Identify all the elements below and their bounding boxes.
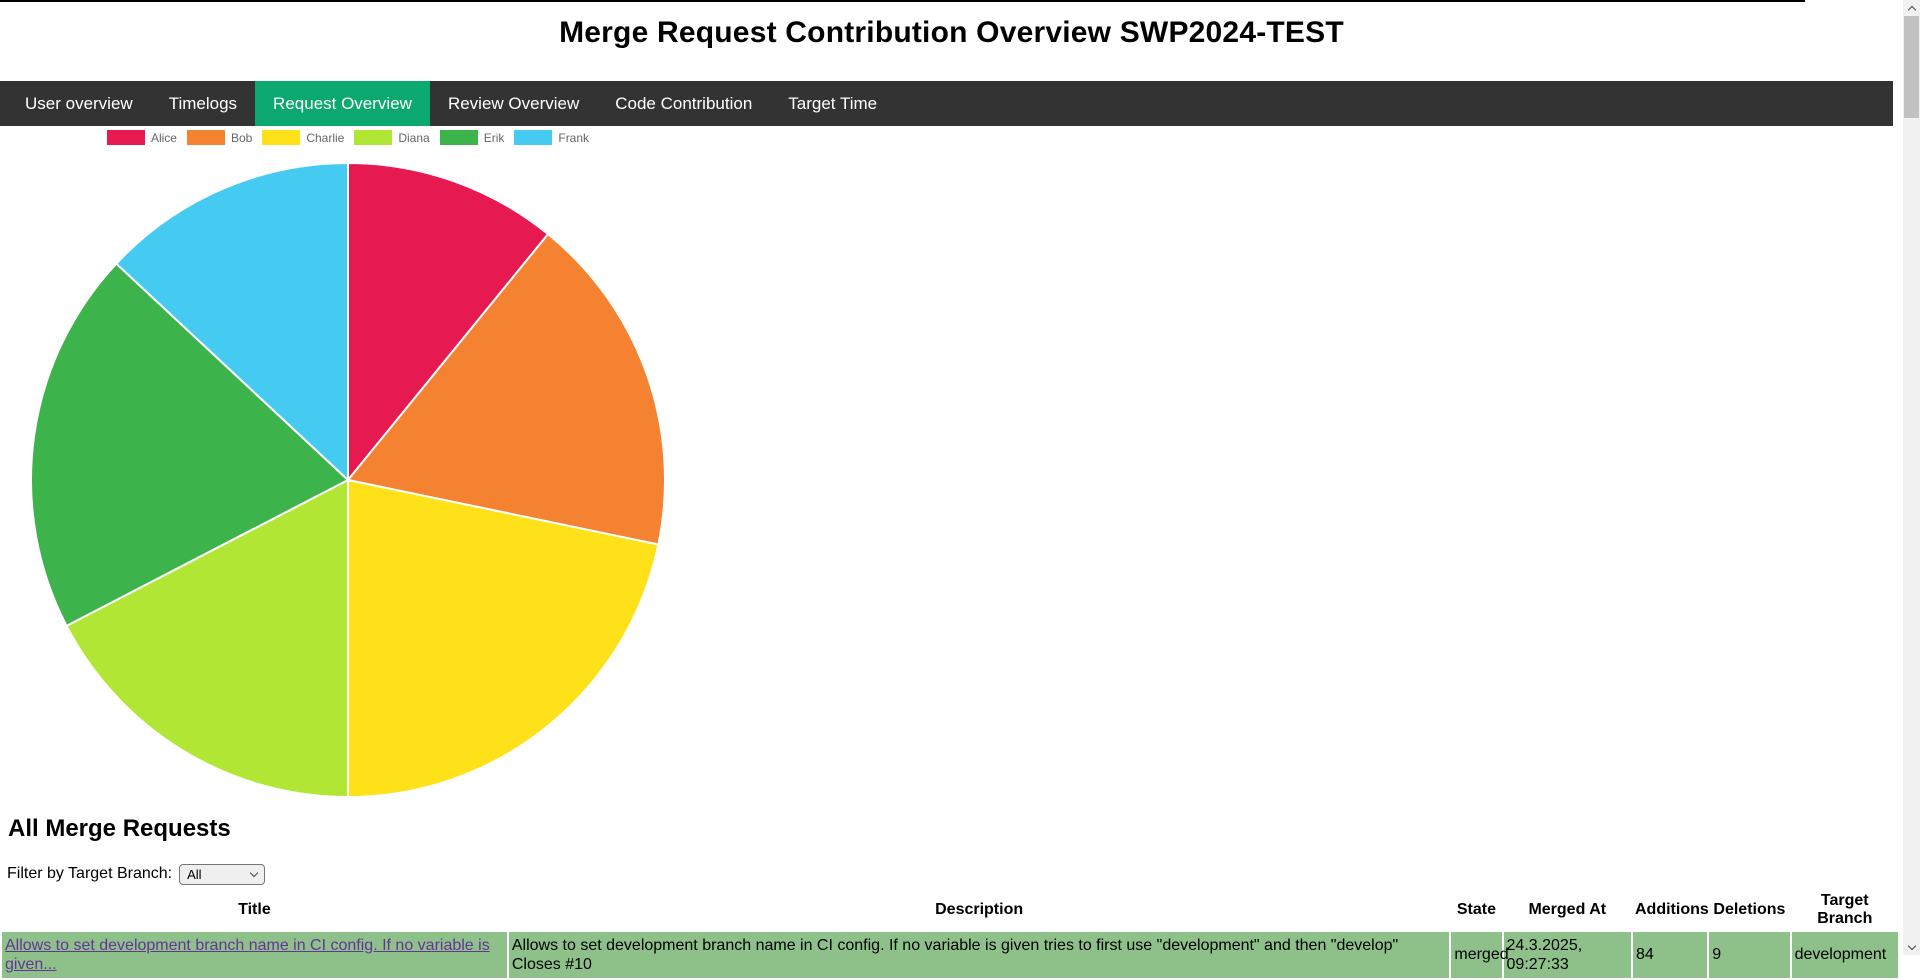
scroll-down-button[interactable]: [1903, 939, 1920, 955]
column-header-title: Title: [238, 900, 271, 918]
pie-slice-charlie[interactable]: [347, 479, 660, 798]
pie-slice-frank[interactable]: [115, 162, 349, 481]
merge-requests-table: Title Description State Merged At Additi…: [0, 888, 1900, 980]
legend-item-erik[interactable]: Erik: [439, 130, 505, 145]
legend-label: Diana: [398, 130, 430, 145]
main-nav: User overview Timelogs Request Overview …: [0, 81, 1893, 126]
table-header-row: Title Description State Merged At Additi…: [2, 890, 1898, 930]
chevron-up-icon: [1907, 5, 1916, 14]
tab-review-overview[interactable]: Review Overview: [447, 93, 580, 113]
tab-target-time[interactable]: Target Time: [788, 93, 878, 113]
legend-label: Charlie: [306, 130, 345, 145]
legend-swatch: [186, 130, 225, 145]
filter-row: Filter by Target Branch: All: [7, 863, 266, 885]
legend-swatch: [514, 130, 553, 145]
pie-slice-erik[interactable]: [30, 262, 349, 627]
legend-label: Frank: [558, 130, 590, 145]
chart-legend: Alice Bob Charlie Diana Erik Frank: [8, 130, 688, 145]
page-title: Merge Request Contribution Overview SWP2…: [559, 16, 1344, 49]
tab-request-overview[interactable]: Request Overview: [255, 81, 430, 126]
pie-slice-diana[interactable]: [65, 479, 349, 798]
legend-swatch: [439, 130, 478, 145]
tab-timelogs[interactable]: Timelogs: [168, 93, 238, 113]
chevron-down-icon: [249, 868, 259, 877]
column-header-merged-at: Merged At: [1528, 900, 1607, 918]
legend-item-alice[interactable]: Alice: [106, 130, 177, 145]
legend-label: Erik: [483, 130, 505, 145]
legend-swatch: [354, 130, 393, 145]
column-header-target-branch: Target Branch: [1817, 892, 1873, 927]
column-header-description: Description: [935, 900, 1024, 918]
pie-chart-section: Alice Bob Charlie Diana Erik Frank: [8, 130, 688, 800]
legend-item-charlie[interactable]: Charlie: [262, 130, 344, 145]
legend-swatch: [106, 130, 145, 145]
legend-item-frank[interactable]: Frank: [514, 130, 589, 145]
legend-swatch: [262, 130, 301, 145]
tab-code-contribution[interactable]: Code Contribution: [615, 93, 753, 113]
legend-item-diana[interactable]: Diana: [354, 130, 430, 145]
legend-label: Bob: [230, 130, 253, 145]
select-value: All: [187, 866, 202, 882]
target-branch-select[interactable]: All: [179, 863, 266, 885]
all-merge-requests-heading: All Merge Requests: [8, 815, 231, 842]
tab-user-overview[interactable]: User overview: [25, 93, 133, 113]
filter-label: Filter by Target Branch:: [7, 865, 173, 882]
scrollbar-thumb[interactable]: [1904, 16, 1919, 118]
column-header-state: State: [1456, 900, 1496, 918]
column-header-deletions: Deletions: [1713, 900, 1786, 918]
column-header-additions: Additions: [1635, 900, 1709, 918]
pie-slice-bob[interactable]: [347, 233, 666, 546]
scrollbar[interactable]: [1903, 0, 1920, 955]
pie-slice-alice[interactable]: [347, 162, 550, 481]
legend-label: Alice: [150, 130, 177, 145]
scroll-up-button[interactable]: [1903, 0, 1920, 16]
pie-chart: [30, 162, 666, 798]
window-top-border: [0, 0, 1805, 2]
chevron-down-icon: [1907, 941, 1916, 950]
legend-item-bob[interactable]: Bob: [186, 130, 253, 145]
